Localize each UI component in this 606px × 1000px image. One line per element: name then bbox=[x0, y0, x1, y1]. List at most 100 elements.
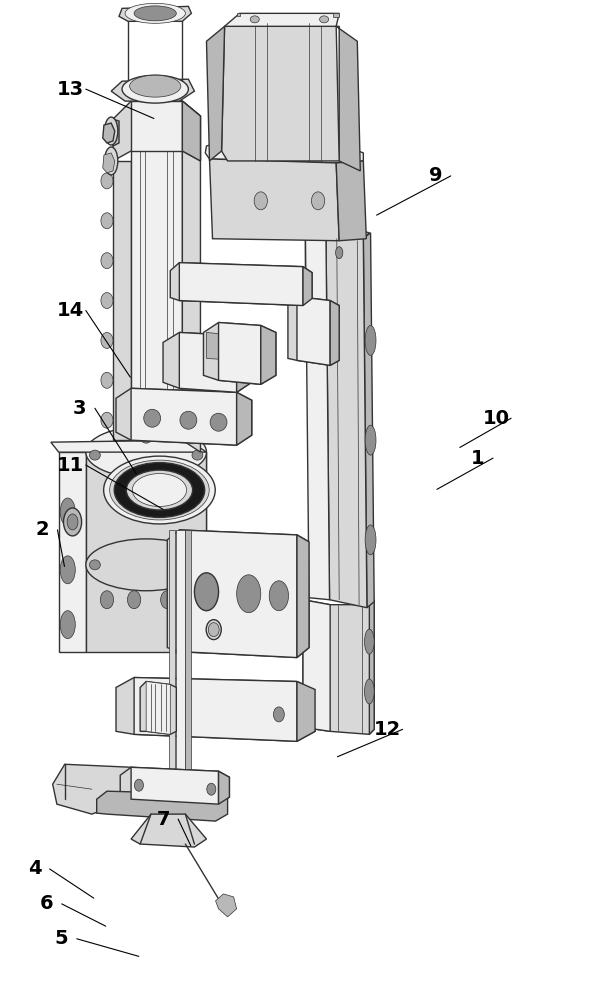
Ellipse shape bbox=[126, 470, 193, 510]
Polygon shape bbox=[297, 681, 315, 741]
Polygon shape bbox=[103, 123, 115, 143]
Polygon shape bbox=[111, 79, 195, 101]
Ellipse shape bbox=[311, 192, 325, 210]
Ellipse shape bbox=[130, 75, 181, 97]
Ellipse shape bbox=[104, 456, 215, 524]
Polygon shape bbox=[336, 161, 367, 241]
Ellipse shape bbox=[127, 591, 141, 609]
Ellipse shape bbox=[365, 629, 374, 654]
Ellipse shape bbox=[101, 412, 113, 428]
Bar bbox=[176, 530, 185, 799]
Ellipse shape bbox=[105, 117, 118, 145]
Polygon shape bbox=[303, 267, 312, 306]
Polygon shape bbox=[305, 231, 330, 600]
Ellipse shape bbox=[90, 560, 101, 570]
Ellipse shape bbox=[206, 620, 221, 640]
Text: 9: 9 bbox=[429, 166, 442, 185]
Polygon shape bbox=[86, 452, 207, 652]
Ellipse shape bbox=[144, 409, 161, 427]
Text: 10: 10 bbox=[482, 409, 510, 428]
Ellipse shape bbox=[122, 75, 188, 103]
Polygon shape bbox=[333, 13, 339, 17]
Polygon shape bbox=[167, 530, 309, 658]
Polygon shape bbox=[134, 678, 297, 741]
Text: 11: 11 bbox=[57, 456, 84, 475]
Polygon shape bbox=[131, 814, 207, 847]
Text: 4: 4 bbox=[28, 859, 41, 878]
Polygon shape bbox=[116, 678, 315, 741]
Polygon shape bbox=[297, 297, 330, 365]
Polygon shape bbox=[297, 535, 309, 658]
Ellipse shape bbox=[208, 623, 219, 637]
Ellipse shape bbox=[254, 192, 267, 210]
Ellipse shape bbox=[195, 573, 219, 611]
Polygon shape bbox=[326, 225, 369, 239]
Polygon shape bbox=[204, 322, 276, 384]
Polygon shape bbox=[51, 440, 207, 452]
Polygon shape bbox=[222, 26, 339, 161]
Ellipse shape bbox=[101, 173, 113, 189]
Polygon shape bbox=[237, 335, 251, 392]
Polygon shape bbox=[225, 13, 339, 46]
Ellipse shape bbox=[64, 508, 82, 536]
Ellipse shape bbox=[101, 332, 113, 348]
Ellipse shape bbox=[110, 460, 209, 520]
Polygon shape bbox=[140, 681, 176, 734]
Polygon shape bbox=[116, 388, 251, 445]
Polygon shape bbox=[131, 101, 182, 151]
Ellipse shape bbox=[132, 474, 187, 506]
Ellipse shape bbox=[141, 433, 152, 443]
Ellipse shape bbox=[237, 575, 261, 613]
Polygon shape bbox=[336, 26, 361, 171]
Polygon shape bbox=[131, 388, 237, 445]
Ellipse shape bbox=[101, 213, 113, 229]
Ellipse shape bbox=[269, 581, 288, 611]
Polygon shape bbox=[364, 233, 374, 608]
Bar bbox=[185, 530, 191, 799]
Text: 12: 12 bbox=[374, 720, 401, 739]
Ellipse shape bbox=[135, 779, 144, 791]
Polygon shape bbox=[288, 297, 339, 365]
Polygon shape bbox=[330, 301, 339, 365]
Polygon shape bbox=[86, 452, 207, 565]
Polygon shape bbox=[219, 771, 230, 804]
Text: 5: 5 bbox=[55, 929, 68, 948]
Text: 2: 2 bbox=[36, 520, 49, 539]
Ellipse shape bbox=[365, 525, 376, 555]
Ellipse shape bbox=[210, 413, 227, 431]
Polygon shape bbox=[207, 332, 237, 360]
Polygon shape bbox=[219, 322, 261, 384]
Polygon shape bbox=[326, 231, 364, 309]
Polygon shape bbox=[103, 153, 115, 173]
Ellipse shape bbox=[180, 411, 197, 429]
Text: 13: 13 bbox=[57, 80, 84, 99]
Polygon shape bbox=[303, 600, 374, 734]
Ellipse shape bbox=[134, 6, 176, 21]
Polygon shape bbox=[120, 767, 230, 804]
Polygon shape bbox=[53, 764, 131, 814]
Ellipse shape bbox=[60, 498, 75, 526]
Polygon shape bbox=[113, 101, 201, 161]
Polygon shape bbox=[119, 6, 191, 21]
Polygon shape bbox=[182, 101, 201, 452]
Ellipse shape bbox=[105, 147, 118, 175]
Polygon shape bbox=[113, 161, 131, 440]
Ellipse shape bbox=[319, 16, 328, 23]
Polygon shape bbox=[113, 119, 119, 146]
Text: 7: 7 bbox=[156, 810, 170, 829]
Ellipse shape bbox=[60, 556, 75, 584]
Polygon shape bbox=[179, 263, 303, 306]
Ellipse shape bbox=[365, 325, 376, 355]
Polygon shape bbox=[179, 332, 237, 392]
Polygon shape bbox=[210, 159, 339, 241]
Polygon shape bbox=[237, 392, 251, 445]
Polygon shape bbox=[305, 231, 326, 305]
Polygon shape bbox=[179, 530, 297, 658]
Ellipse shape bbox=[192, 450, 203, 460]
Polygon shape bbox=[59, 452, 86, 652]
Bar bbox=[169, 530, 175, 799]
Ellipse shape bbox=[207, 783, 216, 795]
Ellipse shape bbox=[90, 450, 101, 460]
Polygon shape bbox=[207, 26, 225, 161]
Text: 6: 6 bbox=[40, 894, 53, 913]
